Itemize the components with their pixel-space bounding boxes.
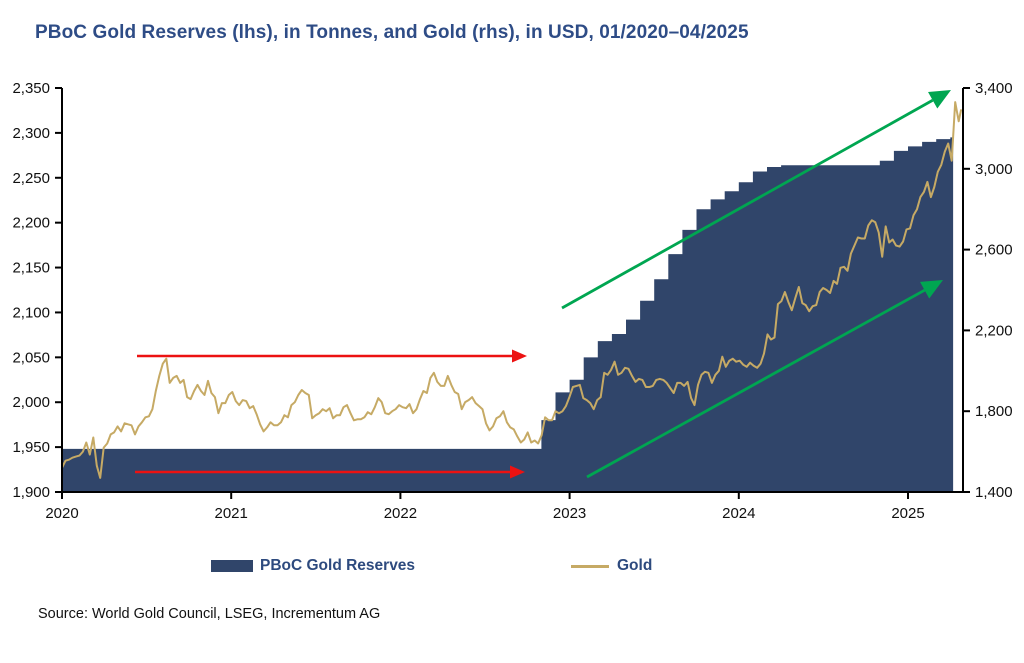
- x-tick-label: 2024: [722, 505, 755, 522]
- left-tick-label: 1,950: [12, 439, 50, 456]
- green-arrow-0-shaft: [561, 99, 934, 310]
- left-tick-label: 2,350: [12, 80, 50, 97]
- x-tick-label: 2025: [891, 505, 924, 522]
- left-tick-label: 2,000: [12, 394, 50, 411]
- legend-label-gold: Gold: [617, 557, 653, 574]
- chart-title: PBoC Gold Reserves (lhs), in Tonnes, and…: [35, 22, 749, 43]
- right-tick-label: 3,400: [975, 80, 1013, 97]
- right-tick-label: 1,400: [975, 484, 1013, 501]
- left-tick-label: 2,150: [12, 260, 50, 277]
- legend-item-gold: Gold: [571, 555, 652, 577]
- left-tick-label: 2,300: [12, 125, 50, 142]
- source-note: Source: World Gold Council, LSEG, Increm…: [38, 606, 381, 622]
- right-tick-label: 1,800: [975, 403, 1013, 420]
- right-tick-label: 2,600: [975, 242, 1013, 259]
- x-tick-label: 2020: [45, 505, 78, 522]
- right-tick-label: 3,000: [975, 161, 1013, 178]
- left-tick-label: 2,100: [12, 304, 50, 321]
- x-tick-label: 2022: [384, 505, 417, 522]
- left-tick-label: 2,250: [12, 170, 50, 187]
- left-tick-label: 2,050: [12, 349, 50, 366]
- x-tick-label: 2023: [553, 505, 586, 522]
- reserves-area-swatch: [211, 560, 253, 572]
- legend-item-reserves: PBoC Gold Reserves: [211, 555, 415, 577]
- left-tick-label: 2,200: [12, 215, 50, 232]
- green-arrow-1-shaft: [586, 288, 926, 479]
- gold-line-swatch: [571, 564, 609, 568]
- red-arrow-1-head-icon: [510, 465, 525, 479]
- green-arrow-0-head-icon: [928, 90, 951, 109]
- x-tick-label: 2021: [215, 505, 248, 522]
- legend-label-reserves: PBoC Gold Reserves: [260, 557, 416, 574]
- gold-line-series: [61, 101, 962, 479]
- green-arrow-1-head-icon: [920, 280, 943, 299]
- reserves-area-series: [62, 137, 954, 492]
- right-tick-label: 2,200: [975, 322, 1013, 339]
- red-arrow-0-head-icon: [512, 349, 527, 363]
- left-tick-label: 1,900: [12, 484, 50, 501]
